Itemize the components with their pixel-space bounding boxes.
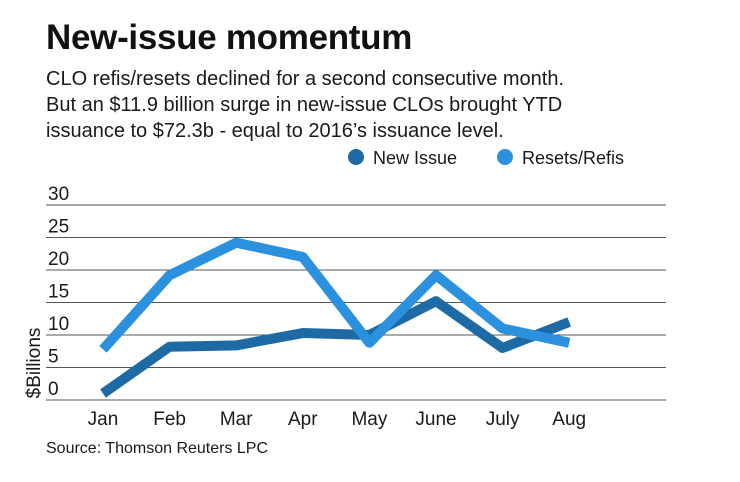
y-tick-label-15: 15	[48, 282, 69, 303]
legend-marker-resets-refis	[497, 149, 513, 165]
y-tick-label-5: 5	[48, 347, 59, 368]
subtitle-line-2: But an $11.9 billion surge in new-issue …	[46, 94, 563, 116]
legend-label-resets-refis: Resets/Refis	[522, 148, 624, 168]
legend-marker-new-issue	[348, 149, 364, 165]
x-tick-label-mar: Mar	[220, 409, 253, 430]
y-axis-label: $Billions	[24, 328, 45, 399]
series-line-new-issue	[100, 296, 572, 398]
subtitle-line-1: CLO refis/resets declined for a second c…	[46, 68, 565, 90]
legend-label-new-issue: New Issue	[373, 148, 457, 168]
x-axis-ticks: Jan Feb Mar Apr May June July Aug	[88, 409, 586, 430]
y-tick-label-25: 25	[48, 217, 69, 238]
chart-title: New-issue momentum	[46, 18, 413, 57]
y-axis-ticks: 0 5 10 15 20 25 30	[48, 184, 69, 400]
y-tick-label-0: 0	[48, 379, 59, 400]
x-tick-label-jan: Jan	[88, 409, 119, 430]
y-tick-label-30: 30	[48, 184, 69, 205]
source-note: Source: Thomson Reuters LPC	[46, 440, 269, 457]
y-tick-label-20: 20	[48, 249, 69, 270]
y-tick-label-10: 10	[48, 314, 69, 335]
x-tick-label-aug: Aug	[552, 409, 586, 430]
x-tick-label-june: June	[415, 409, 456, 430]
x-tick-label-july: July	[486, 409, 520, 430]
x-tick-label-apr: Apr	[288, 409, 318, 430]
x-tick-label-may: May	[351, 409, 387, 430]
series-line-resets-refis	[99, 237, 571, 353]
series-lines	[99, 237, 572, 398]
chart-subtitle: CLO refis/resets declined for a second c…	[46, 66, 726, 144]
legend: New Issue Resets/Refis	[348, 148, 624, 168]
x-tick-label-feb: Feb	[153, 409, 186, 430]
subtitle-line-3: issuance to $72.3b - equal to 2016’s iss…	[46, 120, 504, 142]
